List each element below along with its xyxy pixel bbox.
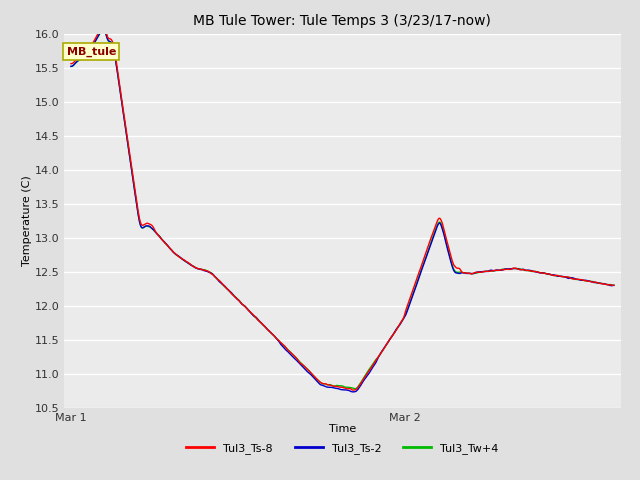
Tul3_Ts-8 — [349, 387, 356, 393]
Tul3_Ts-8 — [536, 270, 543, 276]
Tul3_Ts-2 — [398, 318, 406, 324]
Tul3_Ts-2 — [349, 389, 356, 395]
Tul3_Ts-2 — [384, 340, 392, 346]
Tul3_Ts-8 — [398, 318, 406, 324]
Tul3_Tw+4 — [610, 282, 618, 288]
Tul3_Tw+4 — [384, 340, 392, 346]
Tul3_Ts-8 — [384, 340, 392, 346]
Tul3_Ts-8 — [414, 272, 422, 277]
Line: Tul3_Tw+4: Tul3_Tw+4 — [71, 29, 614, 389]
Tul3_Tw+4 — [398, 318, 406, 324]
Tul3_Tw+4 — [100, 26, 108, 32]
Tul3_Tw+4 — [101, 28, 109, 34]
Tul3_Ts-2 — [100, 26, 108, 32]
Tul3_Ts-2 — [67, 63, 75, 69]
Tul3_Ts-8 — [101, 25, 109, 31]
Tul3_Ts-8 — [610, 283, 618, 288]
Text: MB_tule: MB_tule — [67, 47, 116, 57]
Tul3_Ts-8 — [100, 23, 108, 29]
Tul3_Ts-8 — [480, 269, 488, 275]
Line: Tul3_Ts-8: Tul3_Ts-8 — [71, 26, 614, 390]
Tul3_Ts-2 — [610, 282, 618, 288]
Tul3_Ts-2 — [536, 270, 543, 276]
Tul3_Ts-2 — [101, 28, 109, 34]
Tul3_Tw+4 — [414, 276, 422, 282]
Title: MB Tule Tower: Tule Temps 3 (3/23/17-now): MB Tule Tower: Tule Temps 3 (3/23/17-now… — [193, 14, 492, 28]
Tul3_Ts-2 — [414, 277, 422, 283]
Tul3_Ts-2 — [480, 269, 488, 275]
Tul3_Tw+4 — [351, 386, 359, 392]
Y-axis label: Temperature (C): Temperature (C) — [22, 175, 31, 266]
Legend: Tul3_Ts-8, Tul3_Ts-2, Tul3_Tw+4: Tul3_Ts-8, Tul3_Ts-2, Tul3_Tw+4 — [182, 439, 503, 458]
Tul3_Tw+4 — [67, 63, 75, 69]
X-axis label: Time: Time — [329, 424, 356, 434]
Tul3_Tw+4 — [480, 269, 488, 275]
Line: Tul3_Ts-2: Tul3_Ts-2 — [71, 29, 614, 392]
Tul3_Tw+4 — [536, 270, 543, 276]
Tul3_Ts-8 — [67, 61, 75, 67]
